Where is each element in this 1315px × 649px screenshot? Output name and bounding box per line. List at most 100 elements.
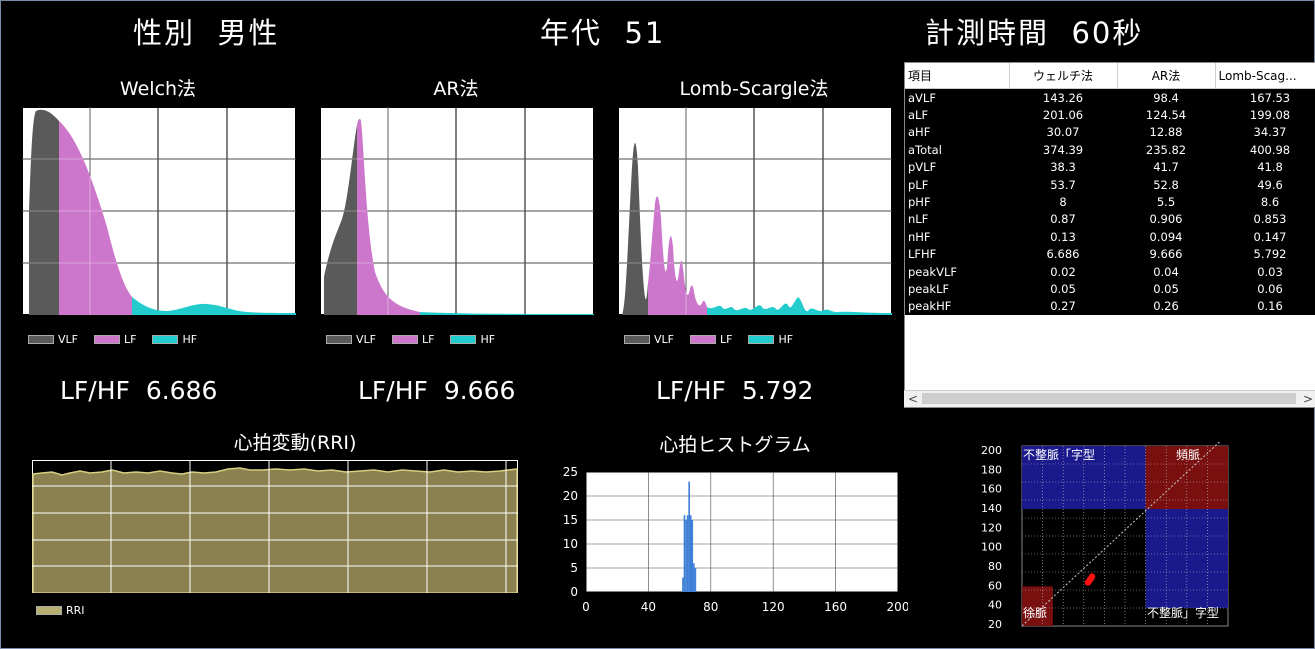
ar-spectrum-plot: [320, 107, 594, 315]
table-cell: 0.16: [1257, 299, 1283, 314]
poincare-points: [1084, 573, 1096, 586]
ratio-value: 5.792: [741, 376, 814, 405]
sex-info: 性別 男性: [133, 10, 279, 52]
histogram-x-tick: 80: [703, 600, 718, 614]
legend-hf-swatch: [748, 335, 775, 344]
table-cell: 0.87: [1050, 212, 1076, 227]
histogram-bar: [691, 520, 694, 592]
table-cell: 400.98: [1249, 142, 1291, 157]
rri-plot: [32, 460, 518, 593]
table-cell: aLF: [908, 108, 929, 123]
time-value: 60秒: [1071, 16, 1144, 50]
histogram-x-tick: 0: [582, 600, 590, 614]
legend-lf-label: LF: [421, 333, 435, 346]
scroll-left-icon[interactable]: <: [908, 392, 919, 406]
time-info: 計測時間 60秒: [925, 10, 1143, 52]
rri-grid: [32, 460, 518, 593]
ar-lf-area: [357, 118, 420, 315]
legend-lf-swatch: [391, 335, 418, 344]
table-row[interactable]: aHF 30.07 12.88 34.37: [905, 123, 1315, 142]
poincare-y-tick: 20: [988, 618, 1002, 631]
table-row[interactable]: peakVLF 0.02 0.04 0.03: [905, 262, 1315, 281]
legend-hf-swatch: [152, 335, 179, 344]
legend-rri-swatch: [36, 606, 62, 615]
histogram-bar: [685, 520, 687, 592]
poincare-grid: [1022, 446, 1228, 626]
table-cell: 53.7: [1050, 177, 1076, 192]
legend-hf-label: HF: [182, 333, 198, 346]
poincare-y-tick: 80: [988, 560, 1002, 573]
table-cell: 41.8: [1257, 160, 1283, 175]
zone-label-bottom-right: 不整脈」字型: [1147, 605, 1219, 620]
histogram-title: 心拍ヒストグラム: [659, 434, 811, 456]
legend-rri-label: RRI: [66, 604, 85, 617]
lomb-vlf-area: [622, 143, 648, 315]
ar-hf-area: [420, 312, 594, 315]
poincare-y-tick: 140: [981, 502, 1002, 515]
table-cell: 0.04: [1153, 264, 1179, 279]
table-row[interactable]: pHF 8 5.5 8.6: [905, 193, 1315, 211]
table-cell: 167.53: [1249, 90, 1291, 105]
ar-legend: VLF LF HF: [326, 333, 495, 346]
table-row[interactable]: peakHF 0.27 0.26 0.16: [905, 297, 1315, 316]
poincare-y-tick: 180: [981, 463, 1002, 476]
table-row[interactable]: LFHF 6.686 9.666 5.792: [905, 245, 1315, 263]
histogram-y-tick: 5: [570, 561, 578, 575]
table-cell: 0.094: [1149, 229, 1183, 244]
table-row[interactable]: pVLF 38.3 41.7 41.8: [905, 158, 1315, 176]
column-header[interactable]: 項目: [905, 63, 1010, 89]
table-cell: 0.26: [1153, 299, 1179, 314]
lomb-spectrum-plot: [618, 107, 892, 315]
table-row[interactable]: pLF 53.7 52.8 49.6: [905, 175, 1315, 194]
column-header[interactable]: ウェルチ法: [1009, 63, 1118, 89]
table-cell: pHF: [908, 195, 931, 210]
table-cell: 38.3: [1050, 160, 1076, 175]
welch-vlf-area: [29, 109, 59, 315]
table-cell: 0.147: [1253, 229, 1287, 244]
poincare-y-tick: 60: [988, 579, 1002, 592]
table-cell: 98.4: [1153, 90, 1179, 105]
table-row[interactable]: nHF 0.13 0.094 0.147: [905, 228, 1315, 246]
legend-hf-label: HF: [480, 333, 496, 346]
lomb-legend: VLF LF HF: [624, 333, 793, 346]
histogram-bar: [689, 515, 692, 592]
legend-vlf-swatch: [28, 335, 54, 344]
lomb-grid-overlay: [618, 107, 892, 315]
table-cell: aVLF: [908, 90, 936, 105]
table-cell: 8: [1059, 195, 1067, 210]
table-row[interactable]: nLF 0.87 0.906 0.853: [905, 210, 1315, 229]
histogram-y-tick: 0: [570, 585, 578, 599]
column-header[interactable]: Lomb-Scag...: [1215, 63, 1315, 89]
table-cell: pLF: [908, 177, 929, 192]
legend-vlf-swatch: [326, 335, 352, 344]
ar-grid-overlay: [320, 107, 594, 315]
histogram-y-tick: 10: [563, 537, 578, 551]
results-table[interactable]: 項目 ウェルチ法 AR法 Lomb-Scag... aVLF 143.26 98.4…: [904, 62, 1315, 408]
table-cell: 52.8: [1153, 177, 1179, 192]
table-cell: 49.6: [1257, 177, 1283, 192]
table-row[interactable]: aLF 201.06 124.54 199.08: [905, 106, 1315, 124]
table-cell: 5.5: [1156, 195, 1176, 210]
table-row[interactable]: peakLF 0.05 0.05 0.06: [905, 280, 1315, 298]
lomb-title: Lomb-Scargle法: [679, 78, 829, 100]
table-cell: nLF: [908, 212, 929, 227]
table-cell: 34.37: [1253, 125, 1287, 140]
ratio-label: LF/HF: [60, 376, 130, 405]
time-label: 計測時間: [925, 16, 1050, 50]
zone-bottom-left: [1022, 586, 1053, 626]
table-cell: peakLF: [908, 281, 950, 296]
welch-spectrum-plot: [22, 107, 296, 315]
scrollbar-thumb[interactable]: [922, 393, 1296, 404]
age-value: 51: [624, 16, 666, 50]
ratio-value: 6.686: [145, 376, 218, 405]
table-row[interactable]: aVLF 143.26 98.4 167.53: [905, 88, 1315, 107]
table-horizontal-scrollbar[interactable]: < >: [904, 390, 1315, 407]
table-cell: 143.26: [1042, 90, 1084, 105]
ratio-value: 9.666: [443, 376, 516, 405]
column-header[interactable]: AR法: [1117, 63, 1216, 89]
table-cell: 201.06: [1042, 108, 1084, 123]
table-row[interactable]: aTotal 374.39 235.82 400.98: [905, 141, 1315, 159]
scroll-right-icon[interactable]: >: [1302, 392, 1313, 406]
poincare-y-tick: 200: [981, 444, 1002, 457]
histogram-bar: [688, 481, 690, 592]
